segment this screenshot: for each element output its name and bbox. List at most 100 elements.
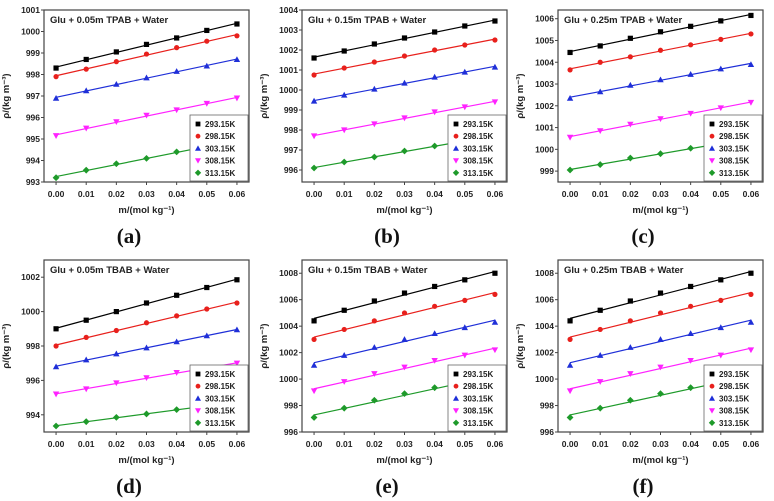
x-tick-label: 0.06 <box>229 189 246 199</box>
data-point <box>113 309 119 315</box>
legend-label: 303.15K <box>719 144 749 153</box>
legend-label: 298.15K <box>205 382 235 391</box>
data-point <box>83 56 89 63</box>
x-tick-label: 0.06 <box>487 439 504 449</box>
data-point <box>718 18 724 24</box>
data-point <box>567 49 573 56</box>
series-298.15K <box>567 291 754 342</box>
data-point <box>371 85 378 92</box>
y-tick-label: 996 <box>284 165 298 175</box>
chart-panel: 0.00 0.01 0.02 0.03 0.04 0.05 0.06 999 1000 1001 1… <box>514 0 772 250</box>
data-point <box>174 292 180 298</box>
series-308.15K <box>52 95 241 139</box>
data-point <box>340 158 348 166</box>
legend-label: 298.15K <box>719 382 749 391</box>
data-point <box>596 404 604 412</box>
legend-marker <box>195 395 201 401</box>
data-point <box>747 318 755 325</box>
data-point <box>657 29 664 35</box>
data-point <box>747 347 755 354</box>
data-point <box>370 396 378 404</box>
legend-label: 313.15K <box>463 419 493 428</box>
legend-marker <box>453 133 459 139</box>
data-point <box>341 326 347 333</box>
data-point <box>341 307 347 313</box>
series-293.15K <box>311 18 498 61</box>
legend-marker <box>709 158 715 164</box>
series-298.15K <box>311 291 498 342</box>
data-point <box>492 291 498 297</box>
data-point <box>657 150 664 158</box>
data-point <box>462 42 468 48</box>
x-tick-label: 0.03 <box>396 439 413 449</box>
legend-marker <box>195 133 201 139</box>
series-308.15K <box>310 99 499 140</box>
y-axis-label: ρ/(kg m⁻³) <box>259 323 270 368</box>
legend-label: 293.15K <box>463 120 493 129</box>
data-point <box>431 109 438 116</box>
x-tick-label: 0.04 <box>168 189 185 199</box>
data-point <box>432 283 438 290</box>
legend: 293.15K 298.15K 303.15K 308.15K 313.15K <box>189 114 249 182</box>
legend-marker <box>452 169 460 176</box>
y-tick-label: 995 <box>26 134 40 144</box>
y-tick-label: 1004 <box>535 321 554 331</box>
y-tick-label: 997 <box>26 91 40 101</box>
data-point <box>401 390 408 398</box>
y-tick-label: 998 <box>284 125 298 135</box>
panel-label: (d) <box>116 474 142 498</box>
data-point <box>233 326 241 333</box>
data-point <box>83 66 89 72</box>
y-tick-label: 1000 <box>279 85 298 95</box>
data-point <box>370 153 378 161</box>
data-point <box>626 396 634 404</box>
data-point <box>113 80 120 87</box>
series-308.15K <box>566 347 755 395</box>
data-point <box>233 360 241 367</box>
y-tick-label: 996 <box>284 427 298 437</box>
data-point <box>491 99 499 106</box>
x-tick-label: 0.00 <box>306 189 323 199</box>
data-point <box>311 55 317 61</box>
x-axis-label: m/(mol kg⁻¹) <box>376 205 432 216</box>
data-point <box>174 45 180 51</box>
data-point <box>627 121 634 128</box>
y-tick-label: 999 <box>540 166 554 176</box>
y-axis-label: ρ/(kg m⁻³) <box>515 323 526 368</box>
data-point <box>748 12 754 19</box>
data-point <box>567 336 573 342</box>
legend-label: 308.15K <box>719 157 749 166</box>
data-point <box>174 313 180 319</box>
series-293.15K <box>311 270 498 324</box>
data-point <box>203 100 210 107</box>
legend-label: 313.15K <box>719 419 749 428</box>
data-point <box>53 326 59 332</box>
x-tick-label: 0.01 <box>592 439 609 449</box>
data-point <box>718 297 724 303</box>
data-point <box>83 356 90 363</box>
data-point <box>431 142 439 150</box>
legend-label: 293.15K <box>463 370 493 379</box>
data-point <box>431 384 439 392</box>
legend-marker <box>453 395 459 401</box>
y-tick-label: 1000 <box>279 374 298 384</box>
data-point <box>432 303 438 309</box>
data-point <box>401 35 408 41</box>
data-point <box>113 350 120 357</box>
data-point <box>401 53 408 59</box>
x-tick-label: 0.02 <box>108 189 125 199</box>
legend-marker <box>453 408 459 414</box>
x-tick-label: 0.00 <box>562 189 579 199</box>
data-point <box>626 154 634 162</box>
legend: 293.15K 298.15K 303.15K 308.15K 313.15K <box>703 364 763 432</box>
legend-label: 303.15K <box>205 394 235 403</box>
y-tick-label: 1001 <box>535 123 554 133</box>
x-tick-label: 0.01 <box>336 439 353 449</box>
data-point <box>173 68 180 74</box>
x-tick-label: 0.02 <box>622 439 639 449</box>
data-point <box>53 65 59 71</box>
x-tick-label: 0.05 <box>457 439 474 449</box>
data-point <box>173 148 181 156</box>
data-point <box>340 404 348 412</box>
data-point <box>143 344 150 351</box>
